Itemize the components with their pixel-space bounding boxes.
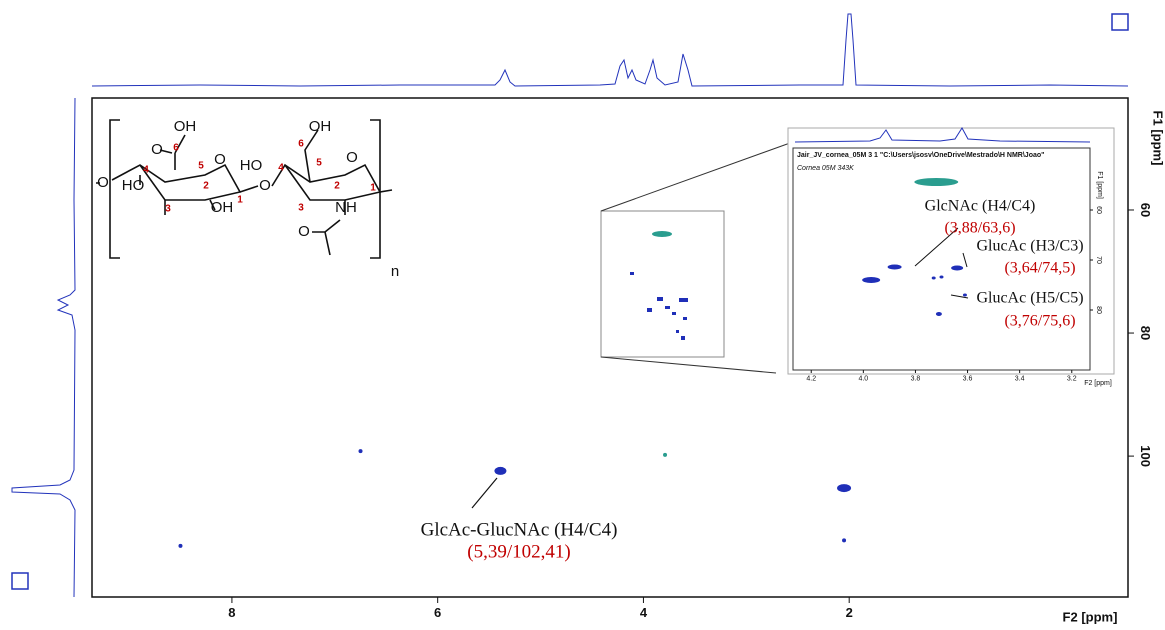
structure-number: 3 [165,204,171,215]
annotation-coords: (3,64/74,5) [1004,260,1075,277]
annotation-text: GlcNAc (H4/C4) [925,198,1036,215]
y-tick-label: 80 [1095,306,1102,314]
structure-number: 2 [334,181,340,192]
structure-atom: OH [174,118,197,135]
x-tick-label: 3.6 [963,375,973,382]
cross-peak [935,312,942,316]
y-tick-label: 80 [1138,326,1153,340]
annotation-text: GlucAc (H5/C5) [976,290,1083,307]
structure-bonds [96,119,393,259]
cross-peak [939,275,944,279]
structure-atom: HO [240,157,263,174]
cross-peak [494,466,507,475]
cross-peak [842,538,847,543]
y-tick-label: 60 [1095,206,1102,214]
cross-peak [931,276,936,280]
structure-atom: O [346,149,358,166]
structure-atom: O [151,141,163,158]
x-tick-label: 8 [228,605,235,620]
x-tick-label: 6 [434,605,441,620]
structure-number: 4 [278,163,284,174]
inset-title: Jair_JV_cornea_05M 3 1 "C:\Users\jsosv\O… [797,152,1044,159]
x-axis-label: F2 [ppm] [1063,609,1118,624]
structure-number: 5 [316,158,322,169]
x-tick-label: 3.4 [1015,375,1025,382]
cross-peak [663,452,668,457]
annotation-text: GlucAc (H3/C3) [976,238,1083,255]
structure-atom: OH [309,118,332,135]
structure-atom: O [298,223,310,240]
cross-peak [951,265,964,271]
inset-frame [792,147,1091,371]
structure-number: 1 [370,183,376,194]
inset-x-label: F2 [ppm] [1084,380,1112,387]
top-projection [91,13,1129,87]
cross-peak [837,484,852,493]
plot-frame [91,97,1129,598]
zoom-preview [630,231,688,340]
x-tick-label: 3.2 [1067,375,1077,382]
leader-line [962,252,968,268]
leader-line [471,477,498,509]
structure-number: 2 [203,181,209,192]
structure-number: 5 [198,161,204,172]
structure-atom: OH [211,199,234,216]
leader-line [914,227,959,267]
structure-atom: HO [122,177,145,194]
y-axis-label: F1 [ppm] [1151,111,1165,166]
annotation-coords: (3,88/63,6) [944,220,1015,237]
structure-number: 1 [237,195,243,206]
x-tick-label: 4.2 [806,375,816,382]
cross-peak [962,293,967,297]
y-tick-label: 70 [1095,256,1102,264]
annotation-text: GlcAc-GlucNAc (H4/C4) [421,519,618,540]
structure-number: 6 [298,139,304,150]
structure-atom: O [97,174,109,191]
structure-number: 6 [173,143,179,154]
cross-peak [914,178,959,186]
inset-subtitle: Cornea 05M 343K [797,165,854,172]
structure-atom: NH [335,199,357,216]
y-tick-label: 60 [1138,203,1153,217]
corner-square [11,572,29,590]
zoom-line [600,142,791,212]
x-tick-label: 2 [846,605,853,620]
corner-square [1111,13,1129,31]
inset-y-label: F1 [ppm] [1096,171,1103,199]
y-tick-label: 100 [1138,445,1153,467]
x-tick-label: 4 [640,605,648,620]
leader-line [950,294,969,299]
structure-atom: n [391,263,399,280]
cross-peak [358,449,363,454]
x-tick-label: 4.0 [858,375,868,382]
cross-peak [178,543,183,548]
cross-peak [887,264,902,270]
left-projection [11,97,76,598]
inset-projection [794,127,1091,143]
structure-number: 4 [143,165,149,176]
annotation-coords: (3,76/75,6) [1004,313,1075,330]
structure-number: 3 [298,203,304,214]
x-tick-label: 3.8 [911,375,921,382]
structure-atom: O [214,151,226,168]
cross-peak [862,277,881,283]
inset-panel [787,127,1115,375]
structure-atom: O [259,177,271,194]
annotation-coords: (5,39/102,41) [467,541,570,562]
zoom-line [600,356,777,374]
